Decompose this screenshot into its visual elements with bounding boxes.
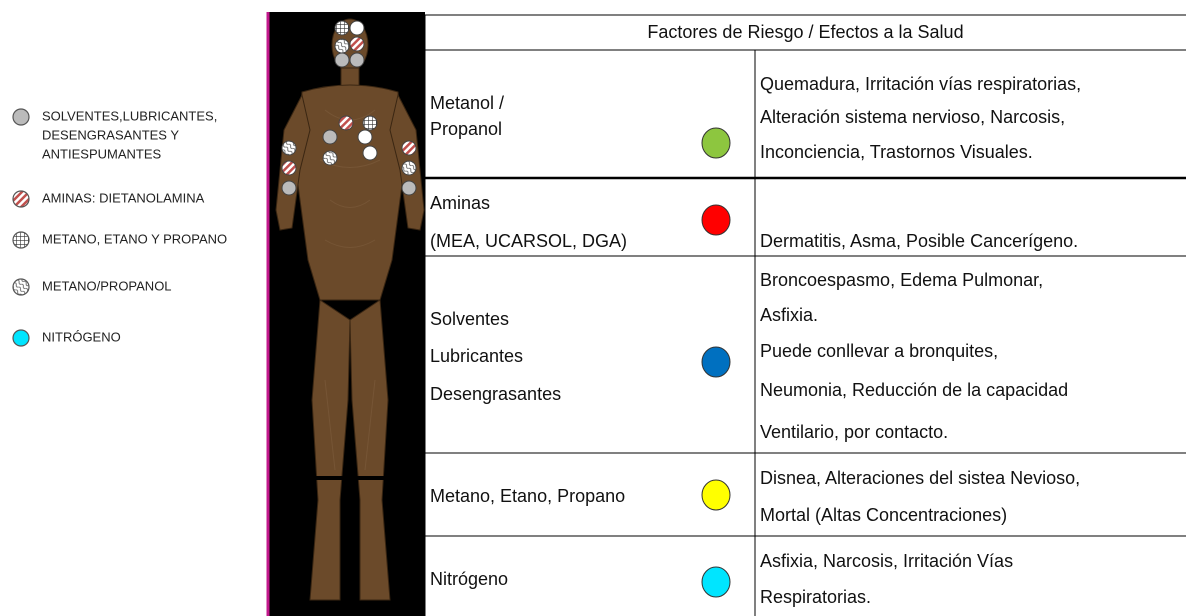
risk-table: Factores de Riesgo / Efectos a la Salud M…	[424, 14, 1186, 616]
health-effect: Puede conllevar a bronquites,	[760, 341, 998, 361]
agent-name: Metano, Etano, Propano	[430, 486, 625, 506]
legend-label: AMINAS: DIETANOLAMINA	[42, 190, 205, 205]
health-effect: Inconciencia, Trastornos Visuales.	[760, 142, 1033, 162]
agent-name: Nitrógeno	[430, 569, 508, 589]
health-effect: Neumonia, Reducción de la capacidad	[760, 380, 1068, 400]
agent-name: Aminas	[430, 193, 490, 213]
health-effect: Alteración sistema nervioso, Narcosis,	[760, 107, 1065, 127]
agent-color-marker	[701, 346, 731, 378]
agent-name: (MEA, UCARSOL, DGA)	[430, 231, 627, 251]
health-effect: Asfixia, Narcosis, Irritación Vías	[760, 551, 1013, 571]
legend-icon	[12, 108, 30, 126]
health-effect: Asfixia.	[760, 305, 818, 325]
legend-label: ANTIESPUMANTES	[42, 146, 162, 161]
health-effect: Mortal (Altas Concentraciones)	[760, 505, 1007, 525]
agent-name: Desengrasantes	[430, 384, 561, 404]
table-header: Factores de Riesgo / Efectos a la Salud	[647, 22, 963, 42]
health-effect: Disnea, Alteraciones del sistea Nevioso,	[760, 468, 1080, 488]
legend: SOLVENTES,LUBRICANTES, DESENGRASANTES Y AN…	[12, 108, 227, 347]
agent-name: Metanol /	[430, 93, 504, 113]
legend-icon	[12, 190, 30, 208]
health-effect: Dermatitis, Asma, Posible Cancerígeno.	[760, 231, 1078, 251]
agent-color-marker	[701, 127, 731, 159]
legend-label: NITRÓGENO	[42, 329, 121, 344]
agent-name: Lubricantes	[430, 346, 523, 366]
agent-name: Solventes	[430, 309, 509, 329]
agent-name: Propanol	[430, 119, 502, 139]
agent-color-marker	[701, 204, 731, 236]
health-effect: Ventilario, por contacto.	[760, 422, 948, 442]
legend-icon	[12, 278, 30, 296]
body-figure	[266, 12, 425, 616]
agent-color-marker	[701, 479, 731, 511]
health-effect: Broncoespasmo, Edema Pulmonar,	[760, 270, 1043, 290]
health-effect: Respiratorias.	[760, 587, 871, 607]
legend-label: DESENGRASANTES Y	[42, 127, 179, 142]
legend-label: SOLVENTES,LUBRICANTES,	[42, 108, 217, 123]
legend-label: METANO, ETANO Y PROPANO	[42, 231, 227, 246]
legend-icon	[12, 231, 30, 249]
health-effect: Quemadura, Irritación vías respiratorias…	[760, 74, 1081, 94]
legend-label: METANO/PROPANOL	[42, 278, 172, 293]
legend-icon	[12, 329, 30, 347]
agent-color-marker	[701, 566, 731, 598]
